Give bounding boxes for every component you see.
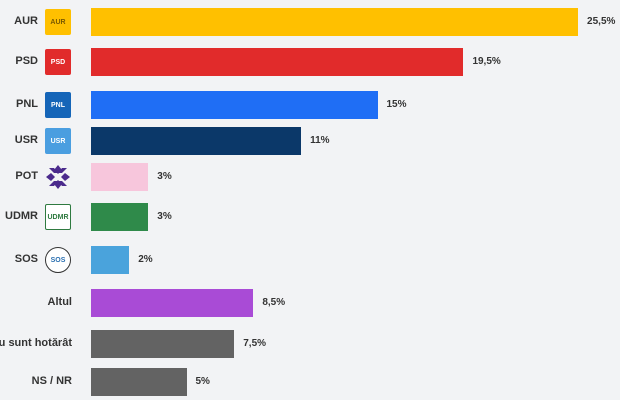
category-label-udmr: UDMR <box>5 210 38 222</box>
bar-altul <box>91 289 254 317</box>
bar-udmr <box>91 203 149 231</box>
value-label-altul: 8,5% <box>262 297 286 308</box>
bar-nu-sunt-hot-r-t <box>91 330 235 358</box>
category-label-psd: PSD <box>15 55 38 67</box>
bar-sos <box>91 246 130 274</box>
value-label-pot: 3% <box>157 171 172 182</box>
value-label-udmr: 3% <box>157 211 172 222</box>
category-label-pot: POT <box>15 170 38 182</box>
value-label-ns-nr: 5% <box>195 376 210 387</box>
bar-pot <box>91 163 149 191</box>
category-label-usr: USR <box>14 134 38 146</box>
pnl-logo-icon: PNL <box>45 92 71 118</box>
value-label-sos: 2% <box>138 254 153 265</box>
category-label-nu-sunt-hot-r-t: Nu sunt hotărât <box>0 337 72 349</box>
value-label-pnl: 15% <box>386 99 407 110</box>
category-label-pnl: PNL <box>16 98 38 110</box>
bar-ns-nr <box>91 368 187 396</box>
usr-logo-icon: USR <box>45 128 71 154</box>
value-label-usr: 11% <box>310 135 330 146</box>
category-label-aur: AUR <box>14 15 38 27</box>
value-label-nu-sunt-hot-r-t: 7,5% <box>243 338 267 349</box>
category-label-ns-nr: NS / NR <box>31 375 72 387</box>
aur-logo-icon: AUR <box>45 9 71 35</box>
category-label-altul: Altul <box>47 296 72 308</box>
psd-logo-icon: PSD <box>45 49 71 75</box>
udmr-logo-icon: UDMR <box>45 204 71 230</box>
category-label-sos: SOS <box>14 253 38 265</box>
bar-usr <box>91 127 302 155</box>
value-label-aur: 25,5% <box>587 16 616 27</box>
pot-logo-icon <box>45 164 71 190</box>
bar-psd <box>91 48 464 76</box>
value-label-psd: 19,5% <box>472 56 501 67</box>
sos-logo-icon: SOS <box>45 247 71 273</box>
bar-aur <box>91 8 579 36</box>
bar-pnl <box>91 91 378 119</box>
